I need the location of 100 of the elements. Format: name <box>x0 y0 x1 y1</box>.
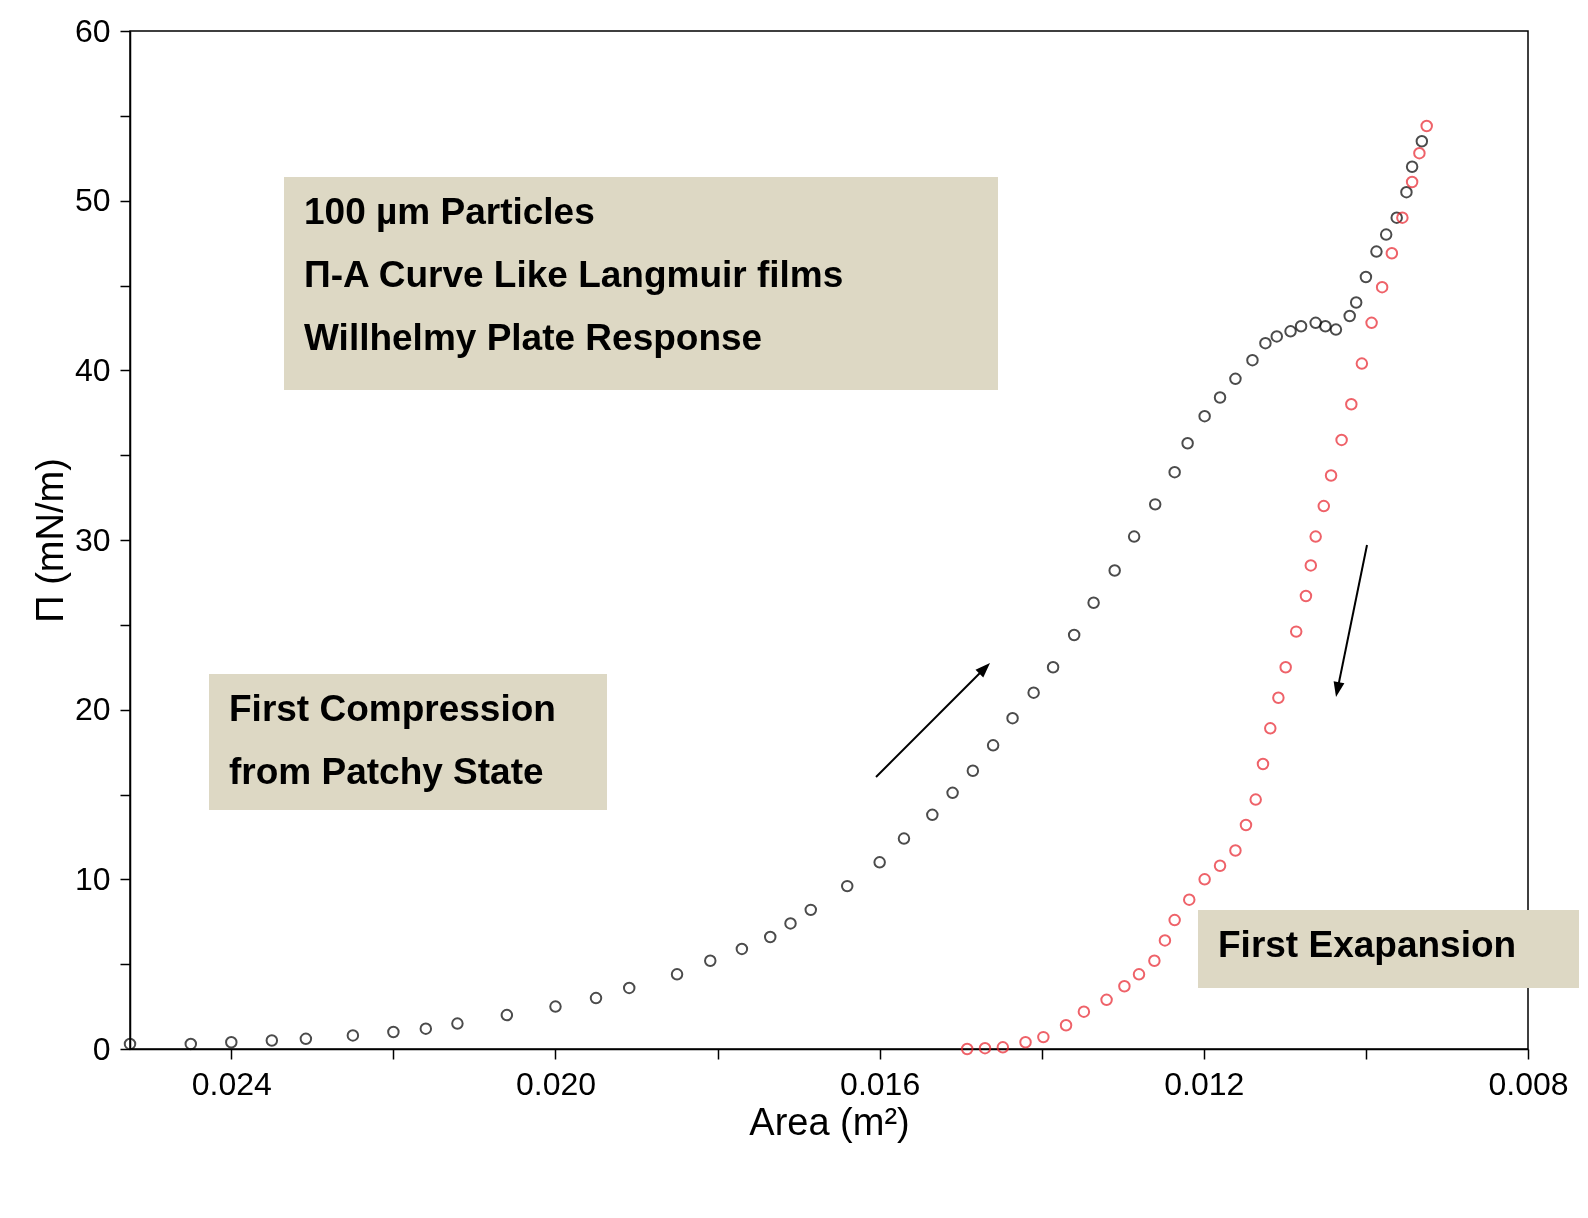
point <box>1400 185 1413 199</box>
point <box>1006 711 1019 725</box>
point <box>1019 1035 1032 1049</box>
point <box>1027 686 1040 699</box>
y-tick-label: 10 <box>74 860 111 897</box>
point <box>946 786 959 800</box>
point <box>549 1000 562 1013</box>
x-tick-label: 0.020 <box>515 1065 597 1102</box>
point <box>1415 135 1429 148</box>
point <box>704 954 717 968</box>
point <box>1359 270 1373 284</box>
point <box>1213 859 1227 872</box>
point <box>840 879 854 893</box>
point <box>1413 146 1426 160</box>
point <box>1329 323 1343 336</box>
annotation: First Compression from Patchy State <box>228 687 557 794</box>
point <box>1309 316 1322 330</box>
point <box>1370 245 1383 258</box>
point <box>1284 325 1297 338</box>
point <box>986 739 1000 752</box>
point <box>966 764 980 777</box>
point <box>1168 913 1181 927</box>
point <box>1067 628 1081 642</box>
point <box>622 981 636 995</box>
point <box>764 930 777 944</box>
point <box>1118 979 1131 993</box>
x-tick-label: 0.012 <box>1164 1065 1245 1102</box>
point <box>1239 818 1253 832</box>
annotation: 100 µm Particles Π-A Curve Like Langmuir films Willhelmy Plate Response <box>303 190 845 360</box>
point <box>1324 469 1338 482</box>
point <box>1405 175 1419 189</box>
point <box>1319 319 1332 333</box>
point <box>1299 589 1313 603</box>
point <box>1158 934 1172 947</box>
point <box>1198 409 1211 423</box>
point <box>1259 336 1272 350</box>
point <box>1343 309 1356 323</box>
point <box>1405 160 1419 173</box>
point <box>996 1041 1010 1054</box>
point <box>1077 1005 1091 1018</box>
point <box>1365 316 1378 330</box>
point <box>1270 330 1284 343</box>
point <box>1037 1030 1050 1044</box>
point <box>1246 353 1259 367</box>
point <box>1213 391 1227 404</box>
point <box>123 1037 137 1051</box>
point <box>1182 893 1196 906</box>
point <box>1087 596 1100 610</box>
point <box>419 1022 433 1035</box>
point <box>1420 119 1433 133</box>
point <box>589 991 603 1005</box>
point <box>1345 398 1358 411</box>
point <box>1148 954 1161 968</box>
point <box>897 832 911 845</box>
point <box>1304 559 1318 572</box>
point <box>1379 228 1393 241</box>
point <box>1256 757 1270 771</box>
point <box>1100 993 1113 1007</box>
point <box>1168 465 1181 479</box>
x-tick-label: 0.016 <box>840 1065 921 1102</box>
point <box>1294 319 1308 333</box>
annotation: First Exapansion <box>1217 923 1518 967</box>
point <box>346 1029 360 1042</box>
point <box>1198 873 1211 886</box>
y-tick-label: 20 <box>74 691 111 728</box>
point <box>265 1034 279 1047</box>
y-tick-label: 30 <box>74 521 111 558</box>
point <box>184 1037 198 1051</box>
x-axis-title: Area (m²) <box>749 1100 910 1143</box>
x-tick-label: 0.024 <box>191 1065 272 1102</box>
point <box>735 942 749 956</box>
point <box>225 1035 238 1049</box>
point <box>1229 844 1242 857</box>
point <box>1108 564 1121 577</box>
y-tick-label: 0 <box>92 1030 111 1067</box>
point <box>960 1042 974 1056</box>
point <box>1396 211 1409 224</box>
point <box>1289 625 1303 638</box>
point <box>926 808 939 822</box>
point <box>1390 211 1403 224</box>
point <box>500 1008 514 1022</box>
point <box>1127 530 1141 543</box>
point <box>1264 722 1277 735</box>
y-tick-label: 40 <box>74 351 111 388</box>
point <box>1279 661 1292 674</box>
point <box>1349 296 1363 309</box>
y-tick-label: 60 <box>74 12 111 49</box>
point <box>1148 498 1162 511</box>
point <box>1375 280 1389 294</box>
point <box>1309 530 1322 543</box>
point <box>804 903 818 917</box>
point <box>1355 357 1369 370</box>
point <box>1317 499 1331 513</box>
x-tick-label: 0.008 <box>1488 1065 1569 1102</box>
point <box>299 1032 313 1046</box>
point <box>1335 433 1348 447</box>
point <box>1132 968 1146 981</box>
point <box>1181 437 1194 450</box>
point <box>978 1041 992 1055</box>
point <box>1059 1019 1073 1032</box>
